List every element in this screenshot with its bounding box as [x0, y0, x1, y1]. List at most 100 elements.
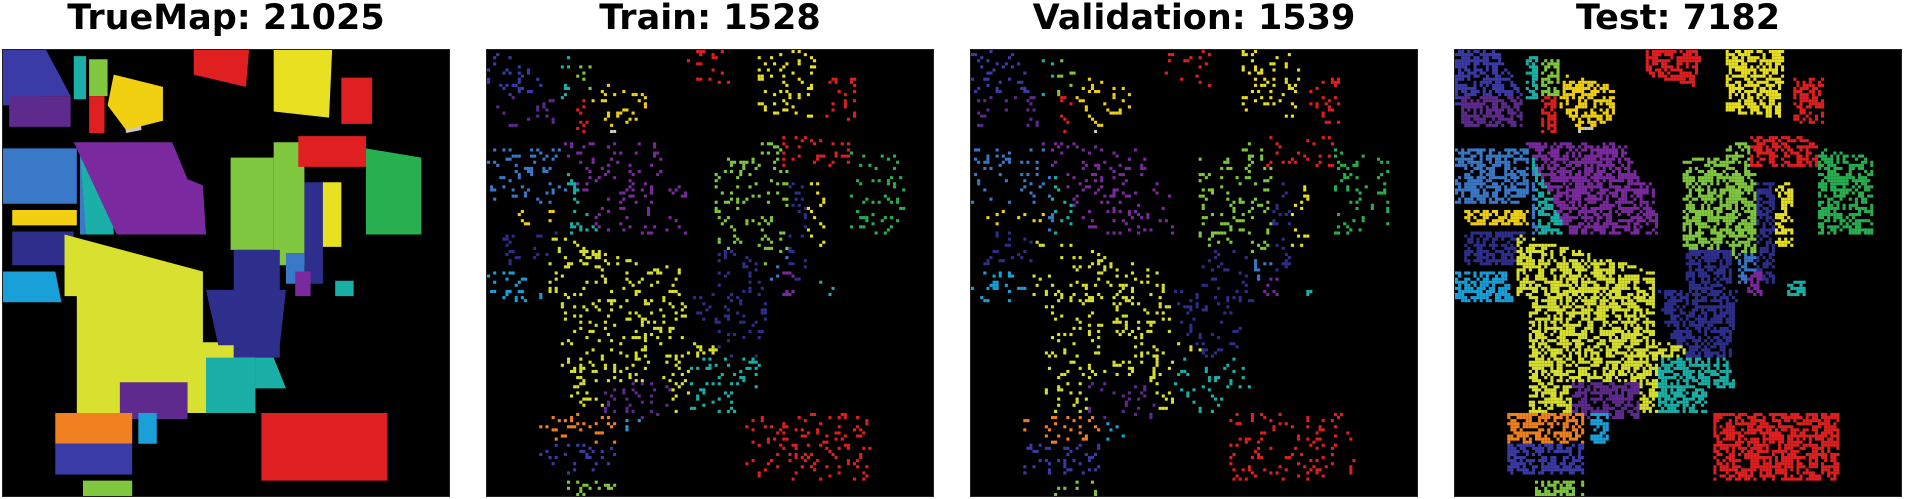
sample-pixel — [1155, 360, 1159, 364]
sample-pixel — [1618, 179, 1622, 183]
sample-pixel — [1541, 194, 1545, 198]
sample-pixel — [625, 259, 629, 263]
sample-pixel — [1578, 200, 1582, 204]
sample-pixel — [995, 231, 999, 235]
sample-pixel — [1737, 68, 1742, 72]
sample-pixel — [579, 249, 583, 254]
sample-pixel — [1851, 154, 1855, 158]
sample-pixel — [1063, 117, 1067, 121]
sample-pixel — [1553, 105, 1557, 109]
sample-pixel — [490, 185, 494, 189]
sample-pixel — [1075, 200, 1079, 204]
sample-pixel — [1571, 86, 1575, 90]
sample-pixel — [1562, 173, 1566, 177]
sample-pixel — [1309, 102, 1313, 106]
sample-pixel — [1464, 117, 1468, 121]
sample-pixel — [1562, 200, 1566, 204]
sample-pixel — [1762, 96, 1766, 100]
sample-pixel — [819, 139, 823, 143]
sample-pixel — [646, 271, 651, 275]
sample-pixel — [1063, 348, 1067, 352]
sample-pixel — [998, 259, 1002, 263]
sample-pixel — [1544, 65, 1548, 69]
sample-pixel — [1774, 148, 1778, 152]
sample-pixel — [1817, 80, 1822, 84]
sample-pixel — [889, 176, 894, 180]
sample-pixel — [992, 286, 996, 290]
sample-pixel — [1836, 200, 1840, 204]
sample-pixel — [1821, 105, 1825, 109]
sample-pixel — [1482, 191, 1486, 195]
sample-pixel — [1627, 176, 1631, 180]
sample-pixel — [1260, 148, 1264, 152]
sample-pixel — [1756, 182, 1760, 186]
sample-pixel — [1047, 462, 1051, 466]
sample-pixel — [1734, 93, 1738, 97]
sample-pixel — [628, 259, 632, 263]
sample-pixel — [1186, 372, 1190, 377]
sample-pixel — [650, 382, 654, 386]
sample-pixel — [1574, 86, 1579, 90]
sample-pixel — [1167, 194, 1171, 198]
sample-pixel — [1685, 53, 1689, 57]
sample-pixel — [809, 65, 814, 69]
sample-pixel — [1774, 142, 1778, 146]
sample-pixel — [1565, 86, 1569, 90]
sample-pixel — [1636, 179, 1640, 183]
sample-pixel — [1731, 191, 1735, 195]
sample-pixel — [1756, 139, 1760, 143]
sample-pixel — [1722, 188, 1726, 192]
sample-pixel — [1574, 108, 1579, 112]
sample-pixel — [803, 213, 807, 217]
sample-pixel — [1204, 216, 1208, 220]
sample-pixel — [1817, 182, 1822, 186]
sample-pixel — [1562, 191, 1566, 195]
sample-pixel — [1556, 203, 1560, 207]
sample-pixel — [1321, 80, 1325, 84]
classification-map — [971, 50, 1390, 496]
sample-pixel — [729, 169, 734, 174]
sample-pixel — [711, 292, 715, 297]
sample-pixel — [1494, 77, 1499, 81]
sample-pixel — [1075, 317, 1079, 321]
sample-pixel — [757, 194, 761, 198]
sample-pixel — [1756, 154, 1760, 158]
sample-pixel — [1707, 197, 1711, 201]
sample-pixel — [674, 311, 678, 315]
sample-pixel — [1010, 274, 1015, 278]
sample-pixel — [1830, 163, 1834, 167]
sample-pixel — [1349, 468, 1353, 472]
sample-pixel — [610, 425, 614, 429]
sample-pixel — [1771, 93, 1775, 97]
sample-pixel — [671, 305, 675, 309]
sample-pixel — [1839, 151, 1843, 155]
sample-pixel — [714, 56, 718, 60]
sample-pixel — [773, 93, 777, 97]
sample-pixel — [1565, 83, 1569, 87]
sample-pixel — [628, 179, 632, 183]
sample-pixel — [1842, 160, 1846, 164]
sample-pixel — [1544, 77, 1548, 81]
sample-pixel — [1149, 228, 1153, 232]
sample-pixel — [782, 65, 786, 69]
sample-pixel — [760, 77, 764, 81]
sample-pixel — [1559, 145, 1563, 149]
sample-pixel — [1734, 176, 1738, 180]
sample-pixel — [1386, 160, 1390, 164]
sample-pixel — [1688, 56, 1692, 60]
sample-pixel — [1269, 62, 1273, 66]
sample-pixel — [1599, 120, 1603, 124]
sample-pixel — [1559, 176, 1563, 180]
sample-pixel — [1198, 80, 1202, 84]
sample-pixel — [600, 89, 604, 94]
sample-pixel — [1750, 188, 1754, 192]
sample-pixel — [594, 265, 598, 269]
sample-pixel — [1734, 151, 1738, 155]
sample-pixel — [1750, 203, 1754, 207]
sample-pixel — [1485, 83, 1489, 87]
sample-pixel — [822, 200, 826, 204]
sample-pixel — [723, 169, 727, 174]
sample-pixel — [1805, 93, 1809, 97]
sample-pixel — [1627, 173, 1631, 177]
sample-pixel — [1100, 323, 1104, 327]
